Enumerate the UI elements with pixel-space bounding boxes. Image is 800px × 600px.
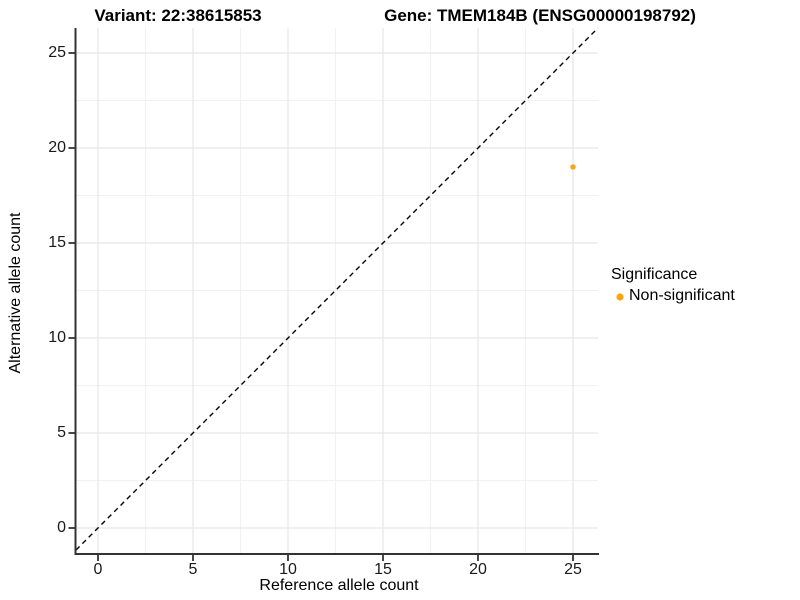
y-tick-label: 15 xyxy=(48,234,66,251)
y-axis-label: Alternative allele count xyxy=(7,212,24,374)
x-tick-label: 0 xyxy=(93,561,103,578)
x-tick-label: 5 xyxy=(188,561,198,578)
legend-entry-label: Non-significant xyxy=(629,287,735,304)
x-axis-label: Reference allele count xyxy=(259,577,419,594)
x-tick-label: 10 xyxy=(279,561,297,578)
major-gridlines xyxy=(76,28,598,553)
legend-title: Significance xyxy=(611,266,698,283)
axis-lines xyxy=(74,28,599,555)
x-tick-label: 15 xyxy=(374,561,392,578)
x-tick-label: 25 xyxy=(564,561,582,578)
identity-reference-line xyxy=(75,27,599,551)
y-tick-label: 0 xyxy=(57,519,66,536)
data-point xyxy=(570,164,576,170)
y-tick-label: 25 xyxy=(48,44,66,61)
legend-entry: Non-significant xyxy=(611,287,735,305)
plot-title-gene: Gene: TMEM184B (ENSG00000198792) xyxy=(384,6,696,25)
legend-key-dot-icon xyxy=(616,293,624,301)
legend: Significance Non-significant xyxy=(611,266,735,305)
y-tick-label: 20 xyxy=(48,139,66,156)
y-tick-label: 5 xyxy=(57,424,66,441)
minor-gridlines xyxy=(76,28,598,553)
plot-title-variant: Variant: 22:38615853 xyxy=(94,6,262,25)
tick-marks xyxy=(68,52,574,561)
y-tick-label: 10 xyxy=(48,329,66,346)
x-tick-label: 20 xyxy=(469,561,487,578)
